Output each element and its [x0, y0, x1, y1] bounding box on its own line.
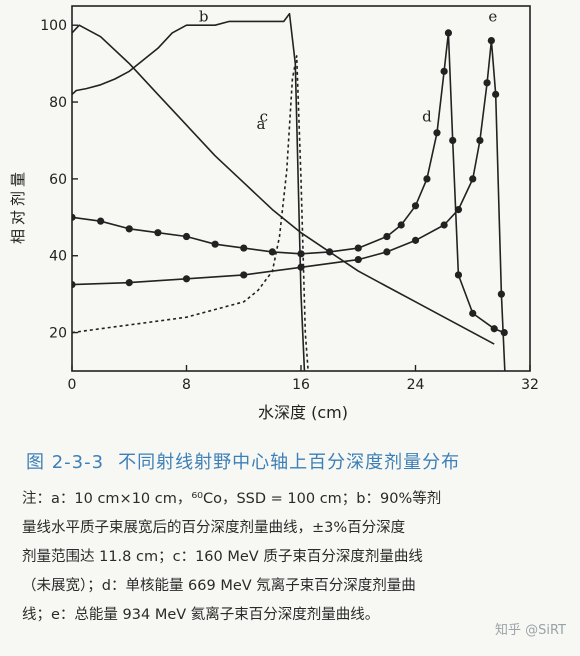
data-point-d	[383, 232, 391, 241]
data-point-d	[440, 67, 448, 75]
series-label-e: e	[488, 7, 497, 25]
data-point-e	[440, 221, 448, 229]
chart: 0 8 16 24 32 20 40 60 80 100 a b c d e 水深度 (cm) 相对剂量	[9, 5, 539, 422]
data-point-e	[182, 275, 191, 283]
series-label-d: d	[422, 107, 432, 125]
x-tick-label: 24	[407, 377, 425, 393]
data-point-d	[490, 325, 498, 333]
data-point-e	[454, 206, 463, 214]
data-point-d	[297, 250, 305, 258]
series-label-b: b	[199, 7, 209, 25]
figure-notes: 注：a：10 cm×10 cm，⁶⁰Co，SSD = 100 cm；b：90%等…	[22, 485, 562, 630]
series-line-e	[72, 39, 506, 371]
x-tick-label: 0	[68, 377, 77, 393]
data-point-e	[354, 255, 362, 264]
data-point-e	[492, 90, 500, 98]
data-point-d	[469, 309, 477, 317]
y-tick-label: 40	[49, 249, 67, 265]
data-point-d	[182, 232, 191, 241]
data-point-e	[297, 263, 305, 271]
note-line: 剂量范围达 11.8 cm；c：160 MeV 质子束百分深度剂量曲线	[22, 549, 423, 565]
x-axis-label: 水深度 (cm)	[258, 403, 348, 422]
data-point-e	[476, 136, 484, 145]
data-point-e	[240, 271, 248, 279]
data-point-d	[433, 129, 441, 137]
data-point-e	[411, 236, 420, 244]
data-point-d	[240, 244, 248, 252]
data-point-e	[125, 279, 133, 287]
data-point-d	[411, 202, 420, 210]
y-tick-label: 80	[49, 95, 67, 111]
data-point-d	[72, 213, 76, 221]
series-label-a: a	[256, 115, 265, 133]
series-labels: a b c d e	[199, 7, 497, 133]
series-line-a	[72, 24, 495, 345]
axes: 0 8 16 24 32 20 40 60 80 100	[40, 5, 539, 393]
x-tick-label: 16	[292, 377, 310, 393]
data-point-d	[449, 136, 457, 145]
plot-area	[72, 12, 509, 394]
data-point-d	[97, 217, 105, 225]
data-point-d	[326, 248, 334, 256]
data-point-d	[125, 225, 133, 233]
data-point-e	[383, 248, 391, 256]
note-line: 注：a：10 cm×10 cm，⁶⁰Co，SSD = 100 cm；b：90%等…	[22, 491, 442, 507]
data-point-d	[423, 175, 431, 183]
data-point-d	[397, 221, 405, 229]
note-line: 线；e：总能量 934 MeV 氦离子束百分深度剂量曲线。	[22, 607, 380, 623]
data-point-d	[354, 244, 362, 252]
note-line: （未展宽）；d：单核能量 669 MeV 氖离子束百分深度剂量曲	[22, 578, 416, 594]
y-tick-label: 60	[49, 172, 67, 188]
figure-caption: 图 2-3-3 不同射线射野中心轴上百分深度剂量分布	[26, 448, 561, 474]
data-point-d	[211, 240, 219, 248]
x-tick-label: 32	[521, 377, 539, 393]
series-line-c	[72, 55, 309, 371]
y-tick-label: 20	[49, 326, 67, 342]
data-point-e	[72, 280, 76, 289]
y-tick-label: 100	[40, 18, 67, 34]
note-line: 量线水平质子束展宽后的百分深度剂量曲线，±3%百分深度	[22, 520, 406, 536]
data-point-e	[487, 36, 495, 45]
series-label-c: c	[260, 107, 268, 125]
x-tick-label: 8	[182, 377, 191, 393]
data-point-e	[469, 175, 477, 183]
series-line-d	[72, 32, 505, 334]
data-point-d	[444, 29, 453, 37]
watermark: 知乎 @SiRT	[494, 623, 566, 638]
figure-number: 图 2-3-3	[26, 452, 105, 473]
data-point-d	[500, 328, 508, 337]
data-point-d	[154, 229, 162, 237]
data-point-d	[454, 271, 463, 279]
data-point-e	[502, 387, 509, 394]
series-line-b	[72, 12, 306, 371]
y-axis-label: 相对剂量	[9, 168, 27, 244]
data-point-e	[497, 290, 505, 298]
data-point-d	[268, 248, 276, 256]
figure-title: 不同射线射野中心轴上百分深度剂量分布	[118, 452, 461, 473]
data-point-e	[483, 79, 491, 87]
